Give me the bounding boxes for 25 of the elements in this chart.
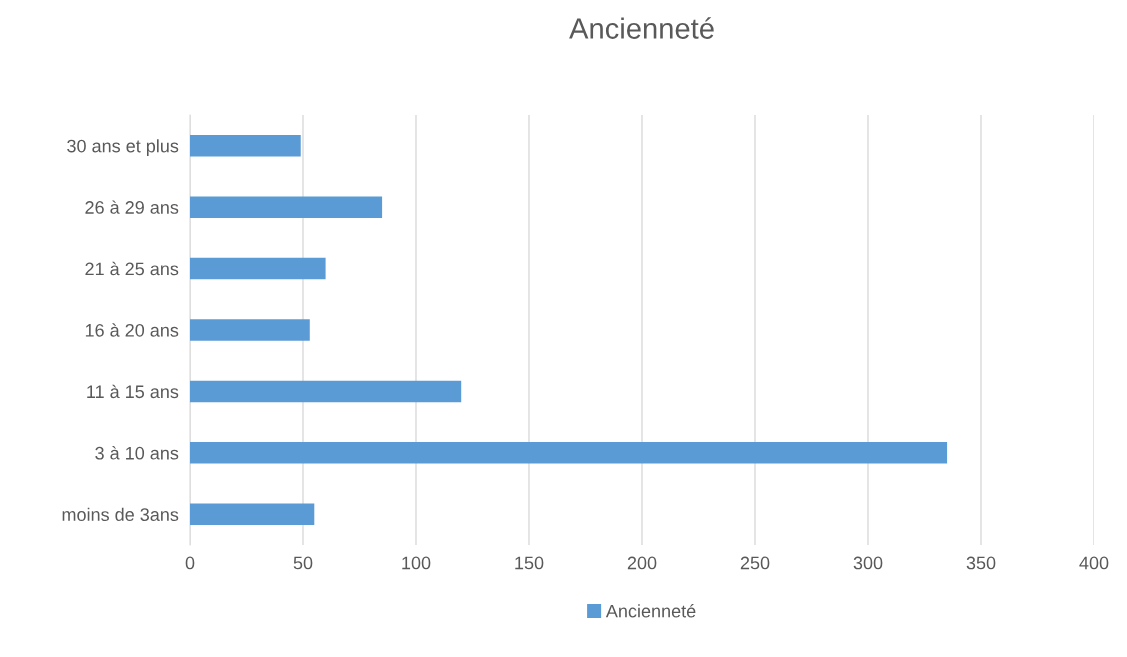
y-tick-label: 30 ans et plus: [67, 139, 179, 156]
y-tick-label: 3 à 10 ans: [95, 446, 179, 460]
x-tick-label: 300: [853, 556, 883, 570]
x-tick-label: 50: [293, 556, 313, 570]
bar: [190, 380, 462, 403]
y-tick-label: 11 à 15 ans: [87, 384, 179, 399]
x-tick-label: 200: [627, 556, 657, 570]
y-tick-label: 16 à 20 ans: [85, 323, 179, 337]
y-tick-label: moins de 3ans: [62, 507, 179, 522]
y-tick-label: 26 à 29 ans: [85, 200, 179, 214]
x-tick-label: 400: [1079, 556, 1109, 570]
chart-title: Ancienneté: [569, 17, 714, 39]
x-tick-label: 250: [740, 556, 770, 570]
bar: [190, 257, 326, 280]
bar: [190, 503, 315, 526]
bar: [190, 196, 383, 218]
bar: [190, 319, 310, 341]
x-tick-label: 0: [185, 556, 195, 570]
legend-label: Ancienneté: [605, 604, 696, 618]
bar: [190, 442, 948, 464]
x-tick-label: 100: [402, 556, 431, 570]
x-tick-label: 350: [966, 556, 996, 570]
x-tick-label: 150: [515, 556, 544, 570]
bar: [190, 134, 301, 157]
y-tick-label: 21 à 25 ans: [85, 261, 179, 276]
